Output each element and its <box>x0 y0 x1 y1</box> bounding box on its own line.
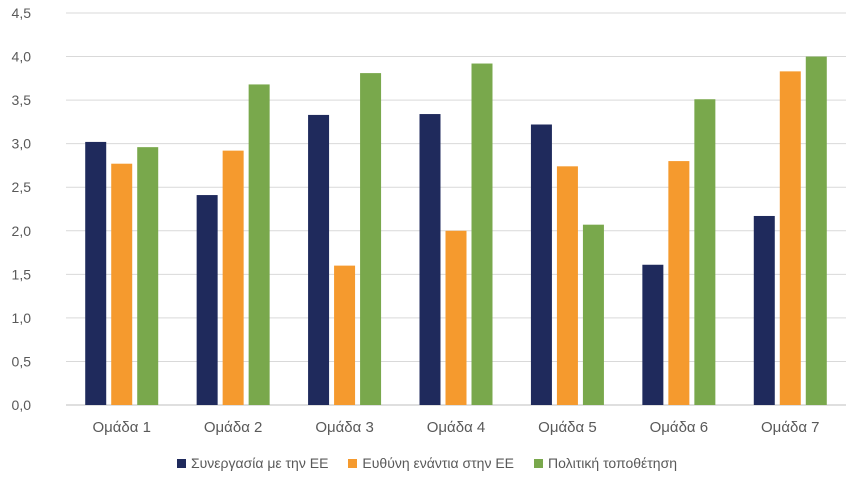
x-tick-label: Ομάδα 5 <box>538 419 597 436</box>
y-tick-label: 2,5 <box>12 179 32 195</box>
legend-swatch-series-2 <box>348 458 358 468</box>
bar <box>694 99 716 406</box>
legend-swatch-series-1 <box>176 458 186 468</box>
y-tick-label: 3,5 <box>12 92 32 108</box>
bar-chart: 0,00,51,01,52,02,53,03,54,04,5 Ομάδα 1 Ομ… <box>12 5 846 436</box>
y-tick-label: 0,5 <box>12 353 32 369</box>
bars <box>85 56 827 406</box>
y-tick-label: 3,0 <box>12 136 32 152</box>
bar <box>445 230 467 405</box>
bar <box>248 84 270 405</box>
bar <box>137 147 159 405</box>
bar <box>556 166 578 405</box>
bar <box>85 141 107 405</box>
y-tick-label: 0,0 <box>12 397 32 413</box>
y-tick-label: 4,0 <box>12 49 32 65</box>
bar <box>360 73 382 406</box>
bar <box>334 265 356 405</box>
bar <box>308 114 330 406</box>
legend-label-series-3: Πολιτική τοποθέτηση <box>548 455 678 471</box>
bar <box>419 114 441 405</box>
x-tick-label: Ομάδα 6 <box>650 419 709 436</box>
x-tick-label: Ομάδα 7 <box>761 419 820 436</box>
bar <box>582 224 604 405</box>
x-tick-label: Ομάδα 2 <box>204 419 263 436</box>
bar <box>111 163 133 405</box>
y-tick-label: 4,5 <box>12 5 32 21</box>
x-tick-label: Ομάδα 4 <box>427 419 486 436</box>
y-tick-label: 1,0 <box>12 310 32 326</box>
x-axis-ticks: Ομάδα 1 Ομάδα 2 Ομάδα 3 Ομάδα 4 Ομάδα 5 Ομάδα… <box>92 419 819 436</box>
bar <box>642 264 664 405</box>
legend-label-series-2: Ευθύνη ενάντια στην ΕΕ <box>362 455 515 471</box>
x-tick-label: Ομάδα 3 <box>315 419 374 436</box>
bar <box>805 56 827 406</box>
legend-swatch-series-3 <box>534 458 544 468</box>
x-tick-label: Ομάδα 1 <box>92 419 151 436</box>
bar <box>753 215 775 405</box>
y-tick-label: 2,0 <box>12 223 32 239</box>
bar <box>779 71 801 405</box>
legend: Συνεργασία με την ΕΕ Ευθύνη ενάντια στην… <box>0 455 854 471</box>
bar <box>471 63 493 405</box>
bar <box>196 195 218 405</box>
bar <box>530 124 552 405</box>
legend-item-series-2: Ευθύνη ενάντια στην ΕΕ <box>348 455 514 471</box>
bar <box>668 161 690 405</box>
legend-item-series-3: Πολιτική τοποθέτηση <box>534 455 677 471</box>
legend-label-series-1: Συνεργασία με την ΕΕ <box>190 455 329 471</box>
legend-item-series-1: Συνεργασία με την ΕΕ <box>176 455 329 471</box>
bar <box>222 150 244 405</box>
y-axis-ticks: 0,0 0,5 1,0 1,5 2,0 2,5 3,0 3,5 4,0 4,5 <box>12 5 32 413</box>
y-tick-label: 1,5 <box>12 266 32 282</box>
